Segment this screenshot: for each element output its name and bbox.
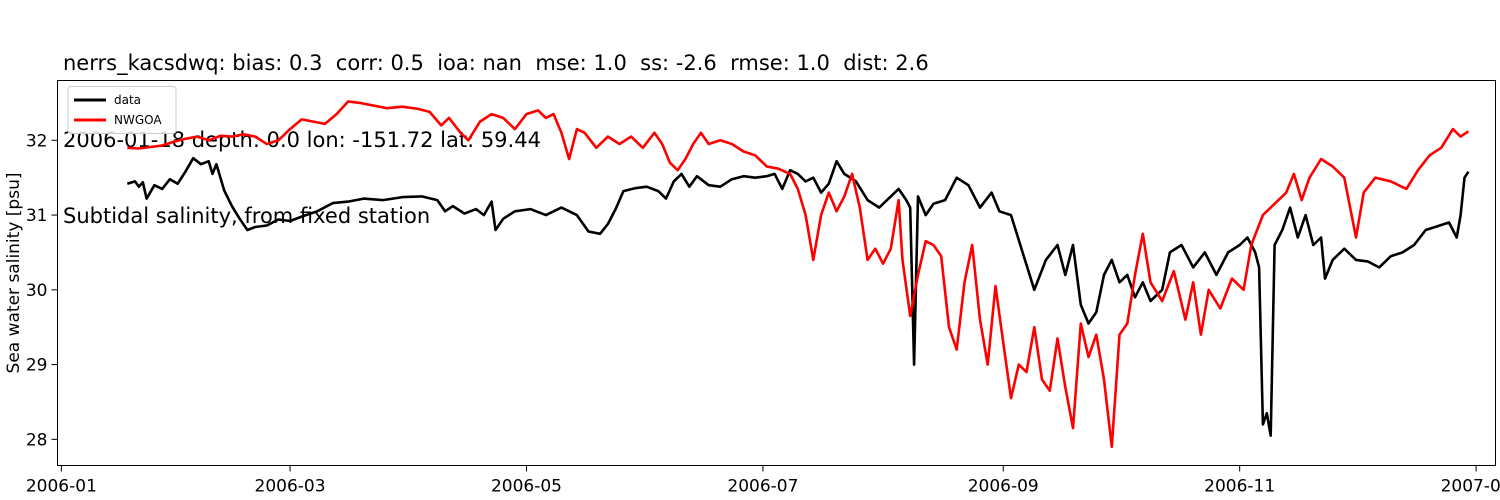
y-tick-label: 29 [26,356,48,376]
x-tick-label: 2007-01 [1441,477,1500,497]
x-axis: 2006-01 2006-03 2006-05 2006-07 2006-09 2006-… [26,465,1500,497]
y-tick-label: 31 [26,206,48,226]
chart-title-block: nerrs_kacsdwq: bias: 0.3 corr: 0.5 ioa: … [63,0,929,255]
x-tick-label: 2006-11 [1204,477,1275,497]
y-tick-label: 32 [26,131,48,151]
chart-title-line-3: Subtidal salinity, from fixed station [63,204,431,228]
plot-frame [57,80,1496,466]
x-tick-label: 2006-09 [968,477,1039,497]
y-axis-label: Sea water salinity [psu] [4,173,24,374]
chart-title-line-1: nerrs_kacsdwq: bias: 0.3 corr: 0.5 ioa: … [63,51,929,75]
y-axis: 28 29 30 31 32 [26,131,58,450]
legend-label-data: data [114,93,141,107]
y-tick-label: 28 [26,430,48,450]
x-tick-label: 2006-03 [255,477,326,497]
y-tick-label: 30 [26,281,48,301]
legend-label-nwgoa: NWGOA [114,113,162,127]
legend-box [67,86,177,134]
series-line-data [126,156,1470,437]
series-line-nwgoa [127,100,1470,449]
series-layer [126,100,1470,449]
x-tick-label: 2006-07 [727,477,798,497]
x-tick-label: 2006-01 [26,477,97,497]
x-tick-label: 2006-05 [491,477,562,497]
legend: data NWGOA [67,86,177,134]
